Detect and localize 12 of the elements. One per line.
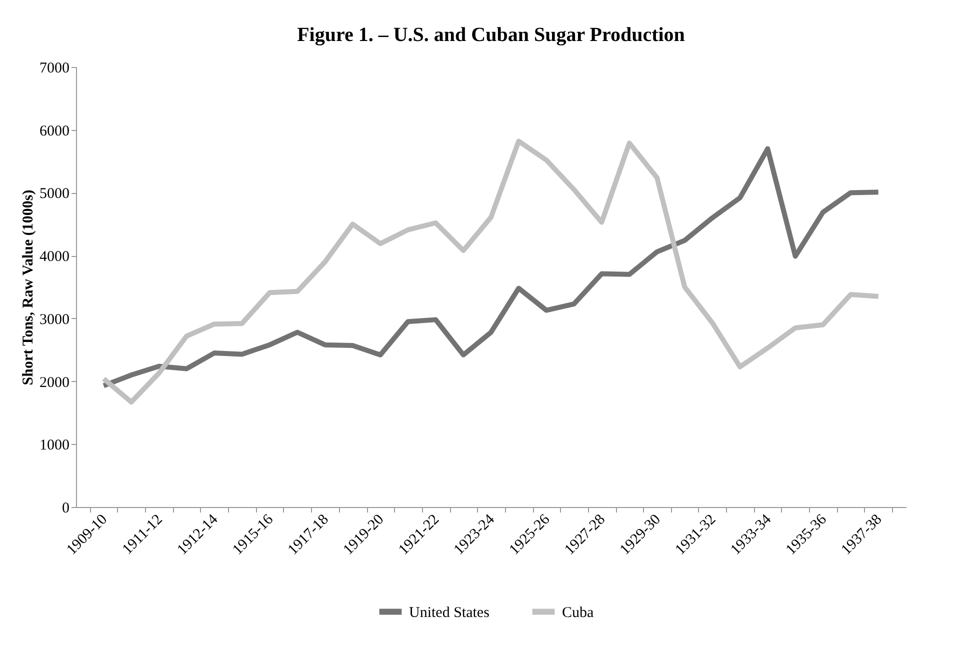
legend-label: Cuba (562, 604, 594, 621)
y-tick-label: 0 (62, 500, 70, 516)
y-tick-label: 3000 (40, 312, 70, 328)
y-tick-label: 4000 (40, 249, 70, 266)
chart-title: Figure 1. – U.S. and Cuban Sugar Production (297, 24, 685, 46)
y-tick-label: 2000 (40, 374, 70, 391)
legend-label: United States (409, 604, 490, 621)
y-tick-label: 7000 (40, 60, 70, 76)
y-tick-label: 5000 (40, 186, 70, 202)
y-tick-label: 6000 (40, 123, 70, 140)
y-axis-title: Short Tons, Raw Value (1000s) (20, 190, 36, 386)
y-tick-label: 1000 (40, 438, 70, 454)
